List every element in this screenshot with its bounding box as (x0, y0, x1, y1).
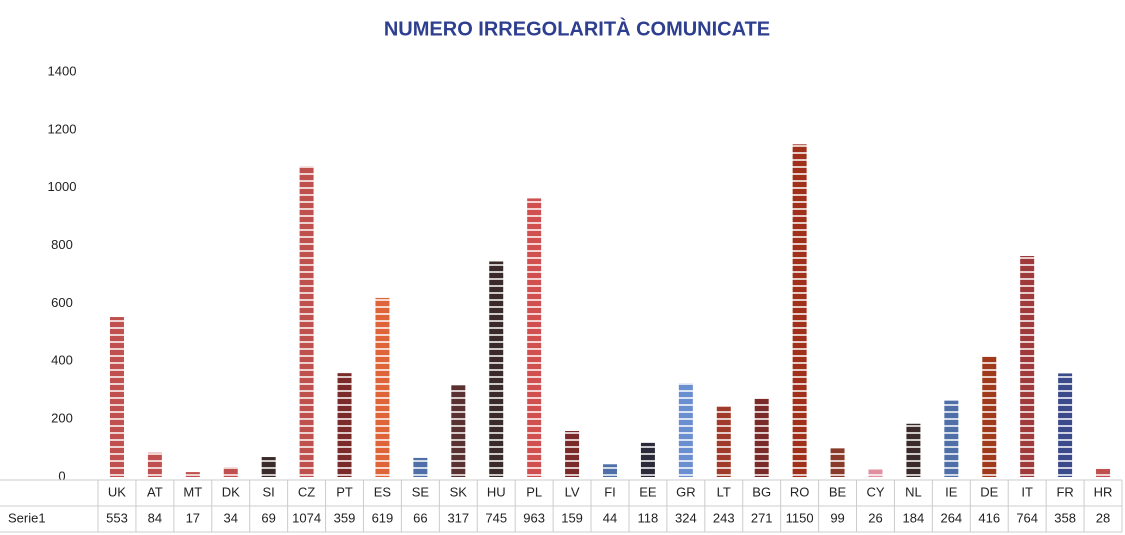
x-tick-label: SE (412, 484, 430, 499)
table-value: 619 (372, 510, 394, 525)
bar (830, 448, 845, 477)
bar (261, 457, 276, 477)
bar (299, 166, 314, 478)
x-tick-label: UK (108, 484, 126, 499)
table-value: 28 (1096, 510, 1110, 525)
bar (147, 452, 162, 477)
x-tick-label: RO (790, 484, 810, 499)
table-value: 416 (978, 510, 1000, 525)
x-tick-label: IT (1021, 484, 1033, 499)
table-value: 358 (1054, 510, 1076, 525)
bar (906, 423, 921, 477)
legend-label: Serie1 (8, 510, 46, 525)
y-tick-label: 1000 (48, 179, 77, 194)
x-tick-label: MT (183, 484, 202, 499)
bar (109, 317, 124, 477)
y-tick-label: 600 (51, 295, 73, 310)
table-value: 26 (868, 510, 882, 525)
table-value: 1074 (292, 510, 321, 525)
x-tick-label: CZ (298, 484, 315, 499)
bar (413, 457, 428, 477)
bar (868, 469, 883, 477)
bar (678, 383, 693, 477)
bar (640, 442, 655, 477)
y-tick-label: 1400 (48, 63, 77, 78)
x-tick-label: HR (1094, 484, 1113, 499)
bar (489, 261, 504, 477)
x-tick-label: PL (526, 484, 542, 499)
x-tick-label: SK (450, 484, 468, 499)
chart-title: NUMERO IRREGOLARITÀ COMUNICATE (384, 17, 770, 40)
x-tick-label: FR (1056, 484, 1073, 499)
y-tick-label: 0 (58, 468, 65, 483)
table-value: 44 (603, 510, 617, 525)
x-tick-label: IE (945, 484, 958, 499)
x-tick-label: FI (604, 484, 616, 499)
table-value: 764 (1016, 510, 1038, 525)
table-value: 69 (261, 510, 275, 525)
table-value: 324 (675, 510, 697, 525)
bar (527, 198, 542, 478)
bar (944, 400, 959, 477)
table-value: 553 (106, 510, 128, 525)
table-value: 84 (148, 510, 162, 525)
x-tick-label: HU (487, 484, 506, 499)
table-value: 159 (561, 510, 583, 525)
table-value: 99 (830, 510, 844, 525)
x-tick-label: EE (639, 484, 657, 499)
bar (716, 406, 731, 477)
x-tick-label: LV (565, 484, 580, 499)
table-value: 118 (638, 510, 659, 525)
table-value: 34 (224, 510, 238, 525)
table-value: 17 (186, 510, 200, 525)
table-value: 963 (523, 510, 545, 525)
x-tick-label: LT (717, 484, 731, 499)
table-value: 359 (334, 510, 356, 525)
bar (1020, 255, 1035, 477)
table-value: 317 (447, 510, 469, 525)
bar (451, 385, 466, 477)
y-tick-label: 400 (51, 353, 73, 368)
x-tick-label: BE (829, 484, 847, 499)
bar (982, 356, 997, 477)
y-tick-label: 1200 (48, 121, 77, 136)
table-value: 264 (940, 510, 962, 525)
table-value: 1150 (786, 510, 814, 525)
x-tick-label: SI (263, 484, 275, 499)
bar (754, 398, 769, 477)
x-tick-label: ES (374, 484, 392, 499)
bar (337, 373, 352, 477)
table-value: 271 (751, 510, 773, 525)
table-value: 243 (713, 510, 735, 525)
bar (603, 464, 617, 477)
x-tick-label: PT (336, 484, 353, 499)
y-tick-label: 200 (51, 411, 73, 426)
x-tick-label: BG (752, 484, 771, 499)
x-tick-label: AT (147, 484, 163, 499)
table-value: 66 (413, 510, 427, 525)
x-tick-label: NL (905, 484, 922, 499)
bar (792, 144, 807, 478)
x-tick-label: CY (866, 484, 884, 499)
bar (1096, 468, 1111, 477)
bar (185, 472, 200, 477)
table-value: 184 (903, 510, 925, 525)
x-tick-label: DK (222, 484, 240, 499)
x-tick-label: GR (676, 484, 696, 499)
bar (375, 297, 390, 477)
y-tick-label: 800 (51, 237, 73, 252)
bar (1058, 373, 1073, 477)
bar (223, 467, 238, 477)
bar (565, 431, 580, 477)
table-value: 745 (485, 510, 507, 525)
x-tick-label: DE (980, 484, 998, 499)
